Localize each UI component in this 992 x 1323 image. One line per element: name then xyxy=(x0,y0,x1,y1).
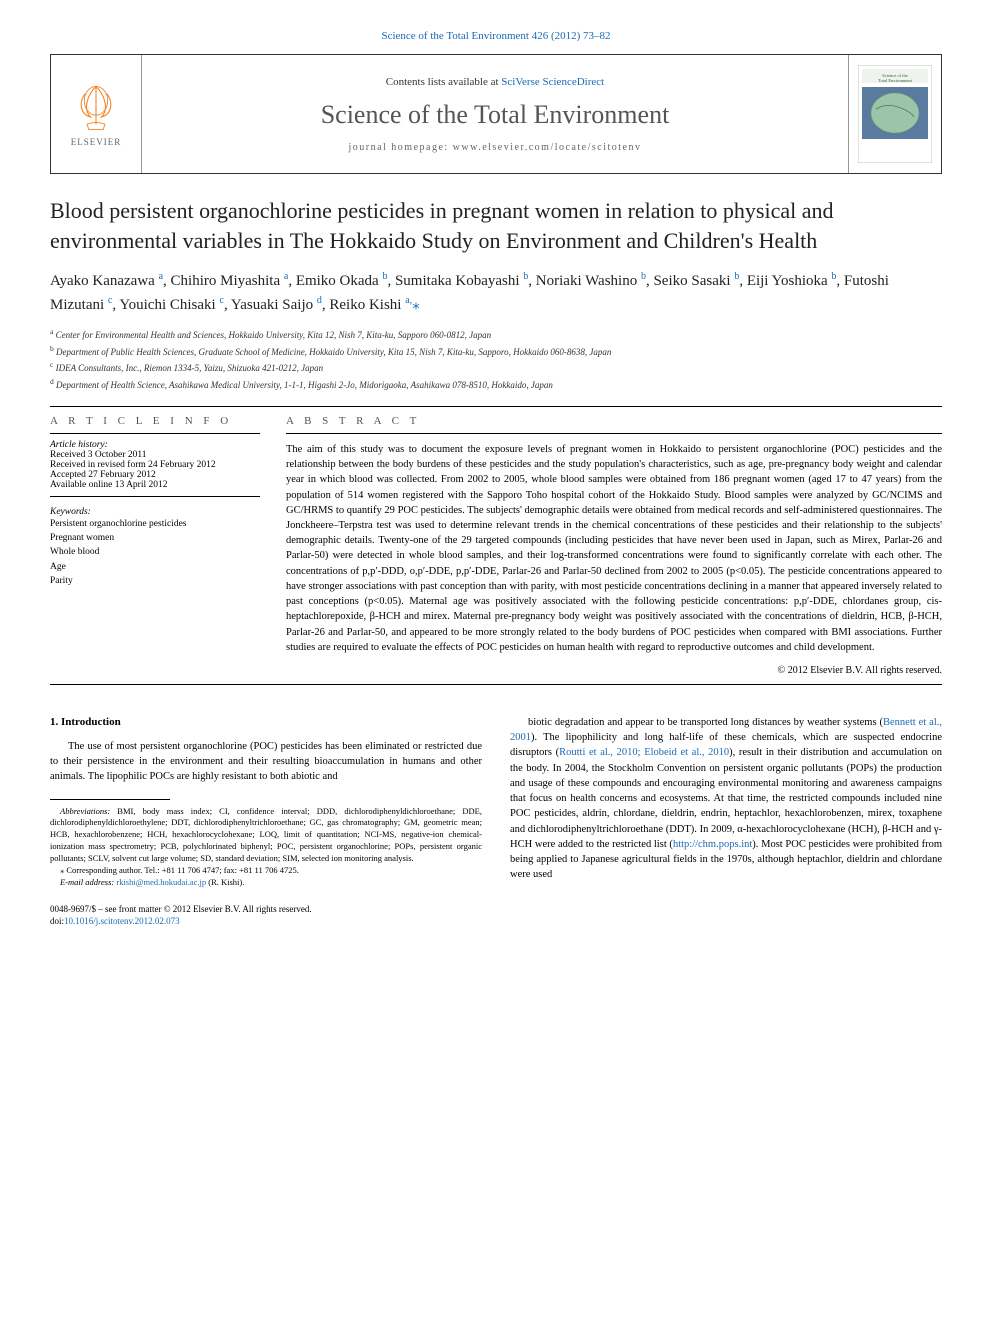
author: Sumitaka Kobayashi b xyxy=(395,273,528,289)
copyright-line: 0048-9697/$ – see front matter © 2012 El… xyxy=(50,903,482,916)
article-info: A R T I C L E I N F O Article history: R… xyxy=(50,415,260,676)
divider xyxy=(50,406,942,407)
keywords-body: Persistent organochlorine pesticidesPreg… xyxy=(50,517,260,588)
contents-prefix: Contents lists available at xyxy=(386,76,501,88)
abstract: A B S T R A C T The aim of this study wa… xyxy=(286,415,942,676)
intro-p1-left: The use of most persistent organochlorin… xyxy=(50,739,482,785)
journal-header: ELSEVIER Contents lists available at Sci… xyxy=(50,54,942,174)
history-item: Received 3 October 2011 xyxy=(50,450,260,460)
body-columns: 1. Introduction The use of most persiste… xyxy=(50,715,942,928)
keyword: Pregnant women xyxy=(50,531,260,545)
abstract-body: The aim of this study was to document th… xyxy=(286,442,942,655)
r1a: biotic degradation and appear to be tran… xyxy=(528,717,883,728)
doi-prefix: doi: xyxy=(50,916,64,926)
right-column: biotic degradation and appear to be tran… xyxy=(510,715,942,928)
doi-line: doi:10.1016/j.scitotenv.2012.02.073 xyxy=(50,915,482,928)
author: Emiko Okada b xyxy=(296,273,388,289)
r1c: ), result in their distribution and accu… xyxy=(510,747,942,849)
email-link[interactable]: rkishi@med.hokudai.ac.jp xyxy=(116,877,206,887)
ref-routti[interactable]: Routti et al., 2010; Elobeid et al., 201… xyxy=(559,747,729,758)
author: Ayako Kanazawa a xyxy=(50,273,163,289)
keywords-label: Keywords: xyxy=(50,507,260,517)
article-info-heading: A R T I C L E I N F O xyxy=(50,415,260,427)
running-head[interactable]: Science of the Total Environment 426 (20… xyxy=(50,30,942,42)
contents-lists-line: Contents lists available at SciVerse Sci… xyxy=(386,76,604,88)
author: Yasuaki Saijo d xyxy=(231,297,322,313)
sciencedirect-link[interactable]: SciVerse ScienceDirect xyxy=(501,76,604,88)
author: Seiko Sasaki b xyxy=(653,273,739,289)
affiliation: d Department of Health Science, Asahikaw… xyxy=(50,376,942,392)
footnote-rule xyxy=(50,799,170,800)
info-rule-2 xyxy=(50,496,260,497)
abstract-rule xyxy=(286,433,942,434)
author: Youichi Chisaki c xyxy=(119,297,224,313)
cover-thumbnail: Science of the Total Environment xyxy=(849,55,941,173)
abbrev-label: Abbreviations: xyxy=(60,806,110,816)
elsevier-label: ELSEVIER xyxy=(71,137,122,147)
article-title: Blood persistent organochlorine pesticid… xyxy=(50,196,942,255)
history-item: Received in revised form 24 February 201… xyxy=(50,460,260,470)
affiliations: a Center for Environmental Health and Sc… xyxy=(50,326,942,392)
author: Reiko Kishi a,⁎ xyxy=(329,297,419,313)
abbrev-footnote: Abbreviations: BMI, body mass index; CI,… xyxy=(50,806,482,865)
history-label: Article history: xyxy=(50,440,260,450)
keyword: Persistent organochlorine pesticides xyxy=(50,517,260,531)
history-item: Accepted 27 February 2012 xyxy=(50,470,260,480)
journal-name: Science of the Total Environment xyxy=(321,100,670,130)
doi-block: 0048-9697/$ – see front matter © 2012 El… xyxy=(50,903,482,928)
info-abstract-row: A R T I C L E I N F O Article history: R… xyxy=(50,415,942,676)
left-column: 1. Introduction The use of most persiste… xyxy=(50,715,482,928)
footnotes: Abbreviations: BMI, body mass index; CI,… xyxy=(50,806,482,889)
abstract-copyright: © 2012 Elsevier B.V. All rights reserved… xyxy=(286,665,942,676)
cover-image-icon: Science of the Total Environment xyxy=(858,65,932,163)
intro-p1-right: biotic degradation and appear to be tran… xyxy=(510,715,942,882)
info-rule xyxy=(50,433,260,434)
divider-2 xyxy=(50,684,942,685)
affiliation: a Center for Environmental Health and Sc… xyxy=(50,326,942,342)
doi-link[interactable]: 10.1016/j.scitotenv.2012.02.073 xyxy=(64,916,180,926)
pops-url[interactable]: http://chm.pops.int xyxy=(673,839,752,850)
keyword: Age xyxy=(50,560,260,574)
history-body: Received 3 October 2011Received in revis… xyxy=(50,450,260,490)
elsevier-tree-icon xyxy=(69,81,123,135)
history-item: Available online 13 April 2012 xyxy=(50,480,260,490)
email-footnote: E-mail address: rkishi@med.hokudai.ac.jp… xyxy=(50,877,482,889)
email-label: E-mail address: xyxy=(60,877,114,887)
abbrev-body: BMI, body mass index; CI, confidence int… xyxy=(50,806,482,864)
elsevier-logo: ELSEVIER xyxy=(51,55,141,173)
header-center: Contents lists available at SciVerse Sci… xyxy=(141,55,849,173)
author-list: Ayako Kanazawa a, Chihiro Miyashita a, E… xyxy=(50,269,942,316)
svg-text:Total Environment: Total Environment xyxy=(878,78,913,83)
intro-heading: 1. Introduction xyxy=(50,715,482,731)
affiliation: c IDEA Consultants, Inc., Riemon 1334-5,… xyxy=(50,359,942,375)
author: Chihiro Miyashita a xyxy=(171,273,289,289)
keyword: Whole blood xyxy=(50,545,260,559)
keyword: Parity xyxy=(50,574,260,588)
author: Noriaki Washino b xyxy=(536,273,646,289)
author: Eiji Yoshioka b xyxy=(747,273,837,289)
corresponding-footnote: ⁎ Corresponding author. Tel.: +81 11 706… xyxy=(50,865,482,877)
journal-homepage: journal homepage: www.elsevier.com/locat… xyxy=(348,142,641,153)
affiliation: b Department of Public Health Sciences, … xyxy=(50,343,942,359)
abstract-heading: A B S T R A C T xyxy=(286,415,942,427)
email-who: (R. Kishi). xyxy=(206,877,244,887)
